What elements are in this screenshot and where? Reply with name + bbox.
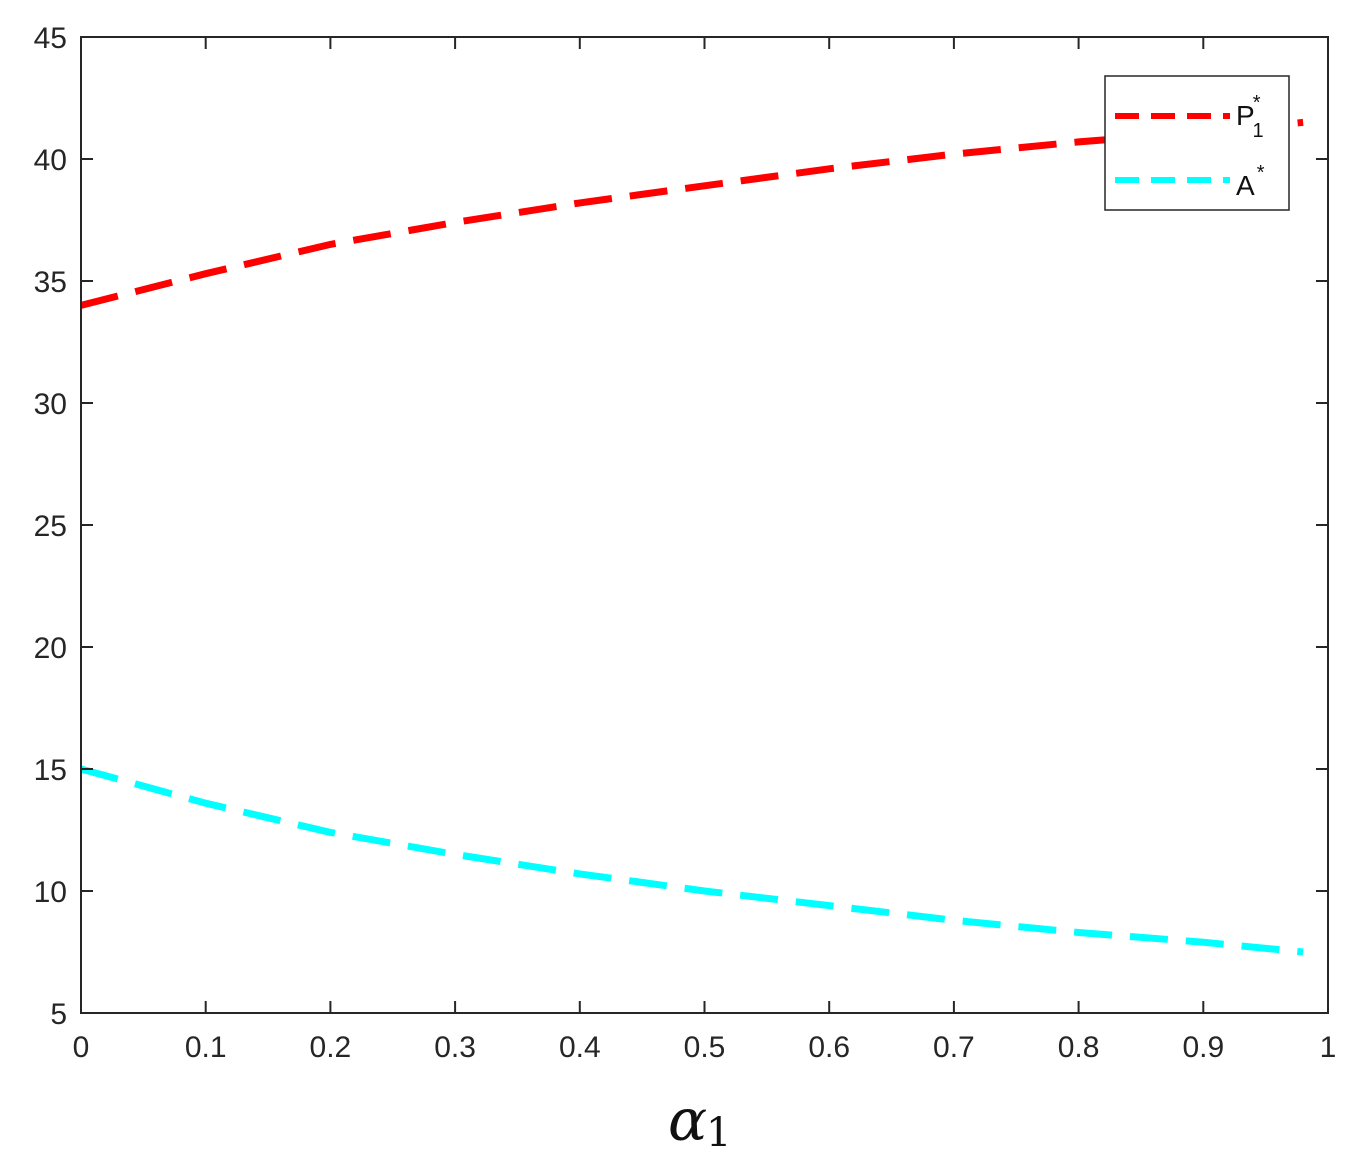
legend-label-a-sup: *: [1257, 162, 1265, 184]
legend-label-p1-name: P: [1236, 100, 1255, 131]
y-tick-label: 30: [34, 388, 67, 421]
x-tick-label: 0: [73, 1031, 90, 1064]
x-tick-label: 0.3: [434, 1031, 476, 1064]
legend-box: [1104, 75, 1290, 211]
axis-ticks: 0 0.1 0.2 0.3 0.4 0.5 0.6 0.7 0.8 0.9 151015202530…: [34, 22, 1337, 1064]
x-tick-label: 0.5: [684, 1031, 726, 1064]
series-line-0: [80, 118, 1304, 309]
legend-label-p1: P* 1: [1236, 92, 1264, 142]
legend-label-p1-sup: *: [1253, 92, 1261, 114]
y-tick-label: 40: [34, 144, 67, 177]
y-tick-label: 20: [34, 632, 67, 665]
legend: P* 1 A *: [1104, 75, 1290, 211]
legend-label-a-name: A: [1236, 170, 1255, 201]
x-tick-label: 0.9: [1182, 1031, 1224, 1064]
x-tick-label: 0.4: [559, 1031, 601, 1064]
x-tick-label: 1: [1320, 1031, 1337, 1064]
y-tick-label: 10: [34, 876, 67, 909]
legend-label-a: A *: [1236, 162, 1265, 201]
x-tick-label: 0.2: [310, 1031, 352, 1064]
x-tick-label: 0.7: [933, 1031, 975, 1064]
x-axis-label: α 1: [668, 1086, 731, 1156]
y-tick-label: 5: [50, 998, 67, 1031]
x-tick-label: 0.6: [808, 1031, 850, 1064]
series-layer: [80, 118, 1304, 956]
y-tick-label: 15: [34, 754, 67, 787]
x-axis-label-subscript: 1: [706, 1110, 731, 1156]
y-tick-label: 35: [34, 266, 67, 299]
series-line-1: [80, 765, 1304, 956]
y-tick-label: 45: [34, 22, 67, 55]
x-tick-label: 0.8: [1058, 1031, 1100, 1064]
x-axis-label-symbol: α: [668, 1086, 707, 1154]
y-tick-label: 25: [34, 510, 67, 543]
legend-label-p1-sub: 1: [1252, 120, 1263, 142]
x-tick-label: 0.1: [185, 1031, 227, 1064]
